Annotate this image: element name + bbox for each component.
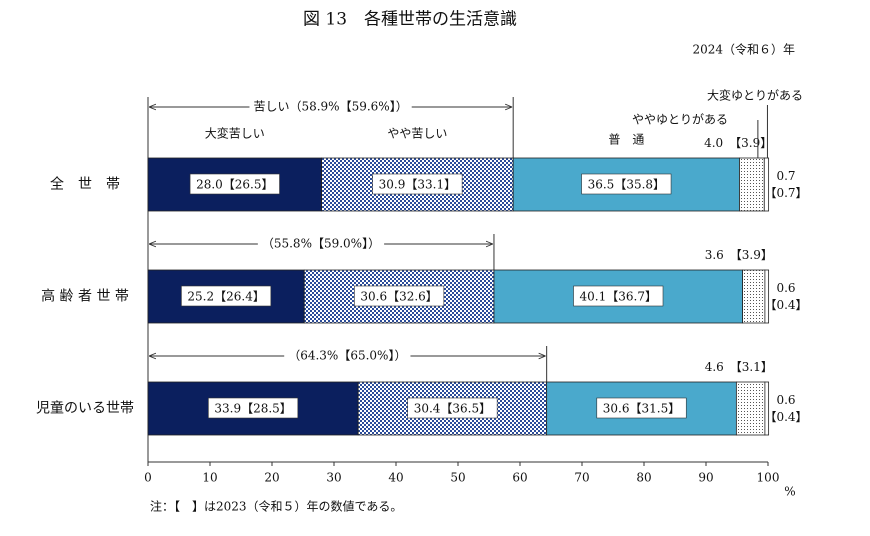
- value-label-box: [573, 285, 664, 307]
- bar-segment: [764, 381, 770, 436]
- prev-value-label: 【3.9】: [729, 136, 772, 150]
- segment-label: 30.9【33.1】: [379, 177, 456, 191]
- chart-note: 注：【 】は2023（令和５）年の数値である。: [150, 499, 402, 514]
- value-label: 30.4: [414, 401, 441, 415]
- category-label: 児童のいる世帯: [36, 400, 134, 417]
- bracket-label-bg: [284, 348, 411, 363]
- category-label: 全 世 帯: [50, 176, 120, 193]
- segment-label: 40.1【36.7】: [580, 289, 657, 303]
- x-tick-label: 70: [574, 471, 589, 485]
- bracket-label: （55.8%【59.0%】）: [262, 237, 380, 251]
- prev-value-label: 【26.4】: [214, 289, 265, 303]
- value-label: 30.9: [379, 177, 406, 191]
- x-tick-label: 30: [326, 471, 341, 485]
- bar-segment: [739, 157, 765, 212]
- segment-label: 3.6 【3.9】: [705, 248, 773, 262]
- segment-label: 4.0 【3.9】: [704, 136, 772, 150]
- x-tick-label: 0: [144, 471, 152, 485]
- value-label: 33.9: [214, 401, 241, 415]
- segment-label: 36.5【35.8】: [588, 177, 665, 191]
- value-label: 4.0: [704, 136, 723, 150]
- value-label: 0.6: [776, 281, 795, 295]
- prev-value-label: 【32.6】: [387, 289, 438, 303]
- x-tick-label: 20: [264, 471, 279, 485]
- bracket-label: （64.3%【65.0%】）: [288, 349, 406, 363]
- x-unit: %: [784, 485, 795, 499]
- x-tick-label: 50: [450, 471, 465, 485]
- legend-label: 普 通: [608, 133, 644, 147]
- value-label: 3.6: [705, 248, 724, 262]
- value-label: 0.6: [776, 393, 795, 407]
- legend-label: ややゆとりがある: [632, 112, 728, 127]
- prev-value-label: 【36.5】: [440, 401, 491, 415]
- value-label-box: [354, 285, 445, 307]
- bracket-label-bg: [257, 236, 385, 251]
- segment-label: 28.0【26.5】: [196, 177, 273, 191]
- bar-segment: [742, 269, 766, 324]
- x-tick-label: 40: [388, 471, 403, 485]
- value-label-box: [596, 397, 687, 419]
- value-label-box: [581, 173, 672, 195]
- prev-value-label: 【36.7】: [606, 289, 657, 303]
- x-tick-label: 80: [636, 471, 651, 485]
- x-tick-label: 100: [757, 471, 780, 485]
- chart-subtitle: 2024（令和６）年: [692, 42, 795, 57]
- bracket-label-bg: [249, 99, 412, 114]
- prev-value-label: 【0.7】: [764, 186, 807, 200]
- value-label-box: [208, 397, 299, 419]
- value-label: 28.0: [196, 177, 223, 191]
- value-label: 36.5: [588, 177, 615, 191]
- value-label-box: [181, 285, 272, 307]
- bar-segment: [764, 269, 770, 324]
- value-label-box: [189, 173, 280, 195]
- prev-value-label: 【28.5】: [241, 401, 292, 415]
- value-label: 40.1: [580, 289, 607, 303]
- segment-label: 30.4【36.5】: [414, 401, 491, 415]
- segment-label: 30.6【32.6】: [360, 289, 437, 303]
- prev-value-label: 【31.5】: [630, 401, 681, 415]
- bar-segment: [735, 381, 766, 436]
- prev-value-label: 【26.5】: [223, 177, 274, 191]
- prev-value-label: 【35.8】: [614, 177, 665, 191]
- prev-value-label: 【0.4】: [764, 410, 807, 424]
- bracket-label: 苦しい（58.9%【59.6%】）: [253, 100, 407, 114]
- prev-value-label: 【0.4】: [764, 298, 807, 312]
- segment-label: 30.6【31.5】: [603, 401, 680, 415]
- value-label: 0.7: [776, 169, 795, 183]
- x-tick-label: 10: [202, 471, 217, 485]
- prev-value-label: 【3.9】: [730, 248, 773, 262]
- x-tick-label: 90: [698, 471, 713, 485]
- value-label: 4.6: [705, 360, 724, 374]
- segment-label: 4.6 【3.1】: [705, 360, 773, 374]
- bar-segment: [763, 157, 770, 212]
- prev-value-label: 【33.1】: [405, 177, 456, 191]
- legend-label: 大変ゆとりがある: [707, 88, 803, 103]
- value-label: 30.6: [603, 401, 630, 415]
- value-label: 30.6: [360, 289, 387, 303]
- segment-label: 33.9【28.5】: [214, 401, 291, 415]
- chart-title: 図 13 各種世帯の生活意識: [303, 10, 517, 30]
- value-label-box: [407, 397, 498, 419]
- x-tick-label: 60: [512, 471, 527, 485]
- legend-label: 大変苦しい: [205, 126, 265, 141]
- legend-label: やや苦しい: [387, 127, 447, 141]
- category-label: 高 齢 者 世 帯: [41, 288, 129, 305]
- value-label-box: [372, 173, 463, 195]
- value-label: 25.2: [187, 289, 214, 303]
- segment-label: 25.2【26.4】: [187, 289, 264, 303]
- prev-value-label: 【3.1】: [730, 360, 773, 374]
